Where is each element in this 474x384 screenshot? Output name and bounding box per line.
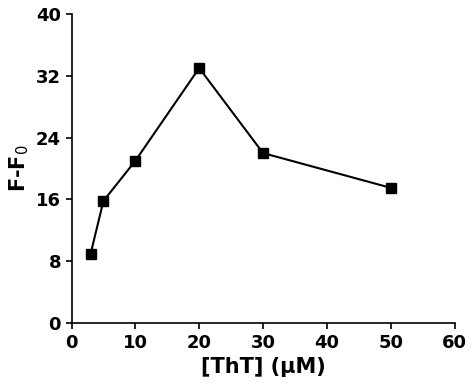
X-axis label: [ThT] (μM): [ThT] (μM) <box>201 357 326 377</box>
Y-axis label: F-F$_0$: F-F$_0$ <box>7 145 30 192</box>
